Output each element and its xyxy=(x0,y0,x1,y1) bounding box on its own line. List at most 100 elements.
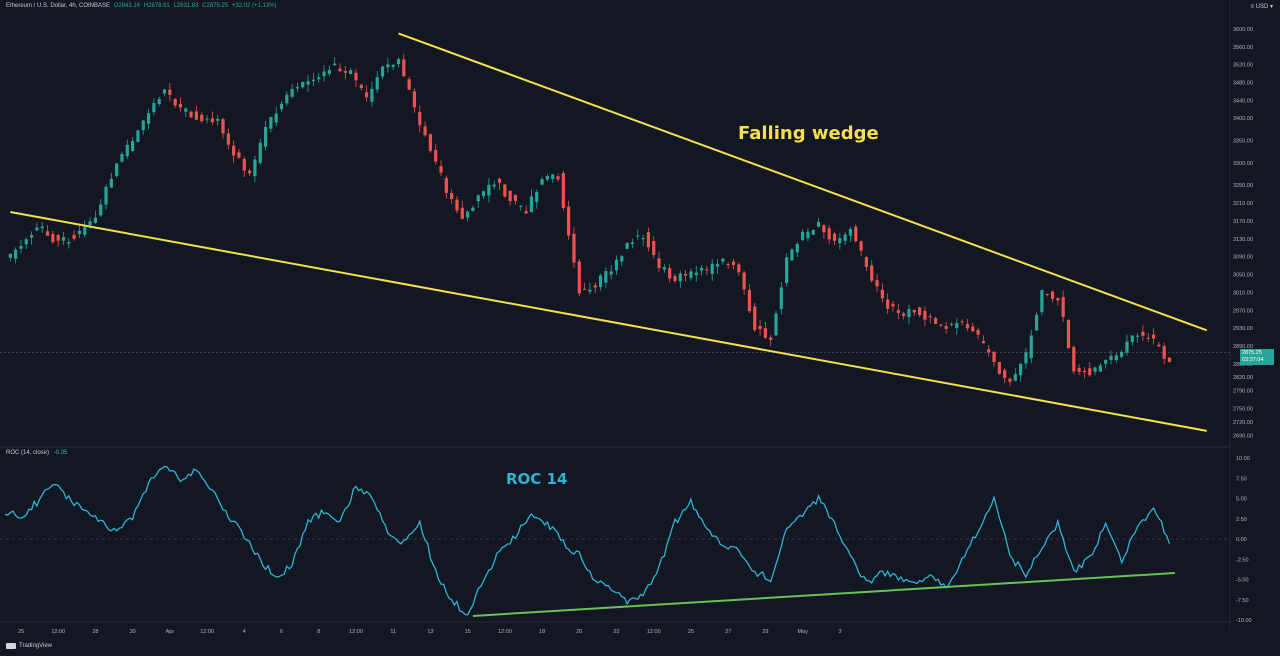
price-tick-label: 3400.00 xyxy=(1233,116,1253,122)
candle-body xyxy=(1098,365,1102,372)
candle-body xyxy=(184,108,188,112)
candle-body xyxy=(402,59,406,77)
candle-body xyxy=(1141,331,1145,336)
candle-body xyxy=(545,175,549,180)
candle-body xyxy=(795,243,799,253)
candle-body xyxy=(981,341,985,344)
candle-body xyxy=(444,178,448,193)
candle-body xyxy=(1104,360,1108,364)
price-tick-label: 3210.00 xyxy=(1233,201,1253,207)
candle-body xyxy=(497,178,502,183)
candle-body xyxy=(535,191,539,203)
candle-body xyxy=(699,267,704,271)
candle-body xyxy=(758,325,762,330)
candle-body xyxy=(609,271,613,275)
candle-body xyxy=(476,195,480,202)
price-tick-label: 3090.00 xyxy=(1233,255,1253,261)
candle-body xyxy=(1093,367,1097,372)
price-tick-label: 3480.00 xyxy=(1233,81,1253,87)
time-tick-label: 6 xyxy=(280,629,283,635)
candle-body xyxy=(556,176,560,180)
price-tick-label: 3050.00 xyxy=(1233,273,1253,279)
roc-axis[interactable]: 10.00 7.50 5.00 2.50 0.00 -2.50 -5.00 -7.50 -10.… xyxy=(1236,456,1252,624)
candle-body xyxy=(205,118,209,120)
roc-indicator-title[interactable]: ROC (14, close) -0.35 xyxy=(6,450,67,456)
candle-body xyxy=(997,362,1001,374)
candle-body xyxy=(333,63,337,66)
candle-body xyxy=(827,228,831,240)
candle-body xyxy=(8,253,12,258)
wedge-lower-trendline[interactable] xyxy=(10,211,1207,432)
time-tick-label: 12:00 xyxy=(647,629,661,635)
candle-body xyxy=(731,261,736,265)
time-axis[interactable]: 25 12:00 28 30 Apr 12:00 4 6 8 12:00 11 13 15 12:00 18… xyxy=(18,629,841,635)
candle-body xyxy=(226,133,230,145)
wedge-upper-trendline[interactable] xyxy=(398,32,1208,332)
candle-body xyxy=(652,240,656,256)
candle-body xyxy=(1045,293,1049,295)
candle-body xyxy=(987,349,991,353)
candle-body xyxy=(322,71,326,77)
price-axis[interactable]: 3600.00 3560.00 3520.00 3480.00 3440.00 3400.… xyxy=(1233,27,1253,439)
candle-body xyxy=(237,152,241,158)
candle-body xyxy=(51,234,55,243)
trendlines xyxy=(10,32,1208,617)
price-change: +32.02 (+1.13%) xyxy=(231,3,277,9)
price-tick-label: 2850.00 xyxy=(1233,362,1253,368)
candle-body xyxy=(1056,298,1060,301)
ohlc-open: O2843.16 xyxy=(113,3,141,9)
candle-body xyxy=(886,299,890,309)
candle-body xyxy=(152,102,156,113)
price-tick-label: 3010.00 xyxy=(1233,290,1253,296)
candle-body xyxy=(1109,355,1113,361)
candle-body xyxy=(1151,334,1156,339)
time-tick-label: 27 xyxy=(725,629,731,635)
candle-body xyxy=(524,211,528,214)
candle-body xyxy=(178,104,183,108)
candle-body xyxy=(93,217,97,223)
candle-body xyxy=(662,267,666,270)
candle-body xyxy=(742,272,746,290)
candle-body xyxy=(636,235,640,237)
candle-body xyxy=(301,81,305,88)
candle-body xyxy=(1114,355,1118,360)
candle-body xyxy=(285,94,289,104)
symbol-name: Ethereum / U.S. Dollar, 4h, COINBASE xyxy=(6,3,111,9)
candle-body xyxy=(710,263,714,274)
candle-body xyxy=(763,328,767,338)
roc-tick-label: -10.00 xyxy=(1236,618,1252,624)
candle-body xyxy=(248,170,252,174)
candle-body xyxy=(131,141,135,151)
price-tick-label: 3170.00 xyxy=(1233,219,1253,225)
symbol-header[interactable]: Ethereum / U.S. Dollar, 4h, COINBASE O28… xyxy=(6,3,277,9)
candle-body xyxy=(822,225,826,233)
candle-body xyxy=(349,70,353,75)
tradingview-logo[interactable]: TradingView xyxy=(6,643,52,649)
price-tick-label: 2890.00 xyxy=(1233,344,1253,350)
candle-body xyxy=(1136,335,1140,337)
candle-body xyxy=(1003,370,1007,378)
roc-annotation: ROC 14 xyxy=(506,470,567,488)
candle-body xyxy=(1072,347,1076,372)
candle-body xyxy=(439,166,443,173)
price-tick-label: 2930.00 xyxy=(1233,326,1253,332)
candle-body xyxy=(115,163,119,176)
currency-selector[interactable]: ≡ USD ▾ xyxy=(1250,4,1273,10)
candle-body xyxy=(769,337,773,340)
candle-body xyxy=(99,204,103,216)
bar-countdown: 03:37:04 xyxy=(1242,356,1264,363)
candle-body xyxy=(965,323,970,329)
candle-body xyxy=(1034,314,1039,331)
candle-body xyxy=(391,64,395,67)
candle-body xyxy=(572,233,576,263)
roc-support-trendline[interactable] xyxy=(472,572,1175,617)
candle-body xyxy=(955,323,959,328)
candle-body xyxy=(1157,344,1161,347)
price-tick-label: 2790.00 xyxy=(1233,389,1253,395)
candle-body xyxy=(1082,370,1087,373)
candle-body xyxy=(1008,378,1012,382)
time-tick-label: 12:00 xyxy=(200,629,214,635)
candle-body xyxy=(194,111,199,120)
price-tick-label: 2820.00 xyxy=(1233,375,1253,381)
